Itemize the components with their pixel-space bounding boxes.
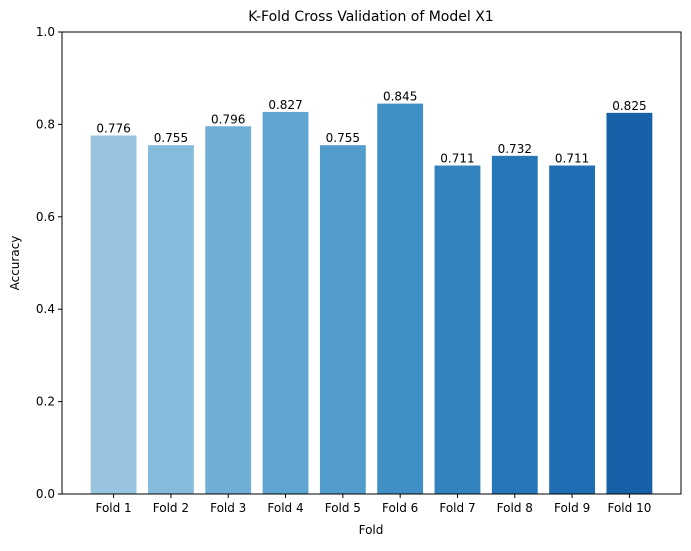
plot-frame xyxy=(61,31,682,495)
x-tick-label-1: Fold 1 xyxy=(95,501,131,515)
y-axis: 0.0 0.2 0.4 0.6 0.8 1.0 xyxy=(36,25,62,501)
y-tick-label-0: 0.0 xyxy=(36,487,55,501)
x-tick-label-5: Fold 5 xyxy=(325,501,361,515)
y-tick-label-5: 1.0 xyxy=(36,25,55,39)
y-axis-label: Accuracy xyxy=(8,236,22,291)
bar-value-label-7: 0.711 xyxy=(440,152,474,166)
bar-value-label-1: 0.776 xyxy=(96,121,130,135)
value-labels-layer: 0.776 0.755 0.796 0.827 0.755 0.845 0.711 0.732… xyxy=(96,90,646,166)
bars-layer xyxy=(90,103,653,495)
bar-4 xyxy=(262,111,309,495)
x-tick-label-7: Fold 7 xyxy=(439,501,475,515)
y-tick-label-1: 0.2 xyxy=(36,395,55,409)
bar-10 xyxy=(606,112,653,494)
bar-value-label-10: 0.825 xyxy=(612,99,646,113)
x-axis: Fold 1 Fold 2 Fold 3 Fold 4 Fold 5 Fold 6 Fold… xyxy=(95,494,651,515)
bar-value-label-4: 0.827 xyxy=(268,98,302,112)
y-tick-label-3: 0.6 xyxy=(36,210,55,224)
x-tick-label-3: Fold 3 xyxy=(210,501,246,515)
x-tick-label-2: Fold 2 xyxy=(153,501,189,515)
bar-value-label-8: 0.732 xyxy=(498,142,532,156)
x-axis-label: Fold xyxy=(359,523,384,537)
bar-value-label-5: 0.755 xyxy=(326,131,360,145)
bar-6 xyxy=(377,103,424,495)
bar-value-label-2: 0.755 xyxy=(154,131,188,145)
y-tick-label-2: 0.4 xyxy=(36,302,55,316)
bar-value-label-9: 0.711 xyxy=(555,152,589,166)
bar-8 xyxy=(491,155,538,494)
x-tick-label-9: Fold 9 xyxy=(554,501,590,515)
bar-7 xyxy=(434,165,481,494)
bar-1 xyxy=(90,135,137,495)
x-tick-label-4: Fold 4 xyxy=(267,501,303,515)
chart-title: K-Fold Cross Validation of Model X1 xyxy=(248,9,493,25)
x-tick-label-6: Fold 6 xyxy=(382,501,418,515)
bar-value-label-6: 0.845 xyxy=(383,90,417,104)
bar-3 xyxy=(205,126,252,494)
bar-5 xyxy=(319,145,366,494)
y-tick-label-4: 0.8 xyxy=(36,117,55,131)
x-tick-label-10: Fold 10 xyxy=(607,501,651,515)
bar-2 xyxy=(147,145,194,494)
x-tick-label-8: Fold 8 xyxy=(497,501,533,515)
bar-9 xyxy=(549,165,596,494)
bar-value-label-3: 0.796 xyxy=(211,112,245,126)
